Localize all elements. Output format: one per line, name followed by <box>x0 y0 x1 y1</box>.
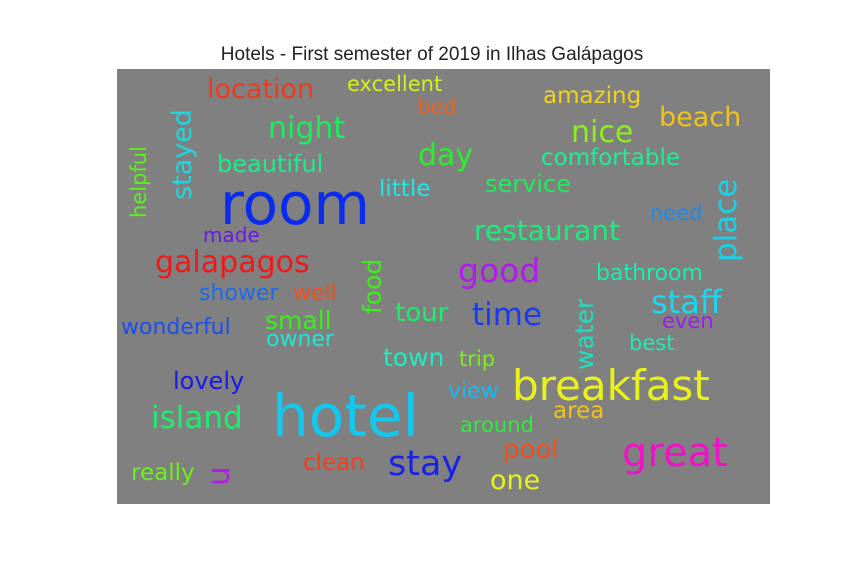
word-owner: owner <box>266 327 335 352</box>
word-hotel: hotel <box>272 382 419 450</box>
word-well: well <box>293 281 337 306</box>
word-made: made <box>203 223 260 247</box>
word-best: best <box>629 331 674 355</box>
word-small: small <box>265 306 332 335</box>
word-excellent: excellent <box>347 72 442 96</box>
word-area: area <box>553 398 604 424</box>
chart-title: Hotels - First semester of 2019 in Ilhas… <box>220 44 644 65</box>
word-u: u <box>201 466 237 486</box>
word-good: good <box>458 251 540 290</box>
word-one: one <box>490 465 540 496</box>
word-shower: shower <box>199 281 279 306</box>
word-water: water <box>570 298 599 370</box>
word-helpful: helpful <box>127 146 151 218</box>
word-trip: trip <box>459 347 495 371</box>
word-stay: stay <box>388 444 462 484</box>
word-service: service <box>485 170 571 198</box>
word-comfortable: comfortable <box>541 145 680 171</box>
word-location: location <box>207 74 314 105</box>
word-stayed: stayed <box>167 109 198 200</box>
word-bed: bed <box>417 95 457 119</box>
word-amazing: amazing <box>543 83 641 109</box>
word-great: great <box>622 430 728 476</box>
word-food: food <box>358 259 387 314</box>
word-room: room <box>220 170 370 238</box>
word-time: time <box>472 297 542 333</box>
word-tour: tour <box>395 298 449 328</box>
word-bathroom: bathroom <box>596 261 703 286</box>
word-night: night <box>268 111 345 146</box>
word-view: view <box>448 379 499 404</box>
word-even: even <box>662 309 714 333</box>
word-pool: pool <box>503 435 559 465</box>
word-restaurant: restaurant <box>474 214 620 247</box>
word-around: around <box>460 413 534 437</box>
word-town: town <box>383 343 444 372</box>
word-cloud-background <box>117 69 770 504</box>
word-really: really <box>131 460 195 486</box>
word-day: day <box>418 138 473 173</box>
word-nice: nice <box>571 115 633 150</box>
word-breakfast: breakfast <box>512 361 710 410</box>
word-lovely: lovely <box>173 367 244 395</box>
word-beautiful: beautiful <box>217 150 323 178</box>
word-need: need <box>650 201 702 225</box>
word-galapagos: galapagos <box>155 245 310 280</box>
word-island: island <box>151 400 243 436</box>
word-place: place <box>708 179 744 262</box>
word-staff: staff <box>651 283 723 321</box>
word-wonderful: wonderful <box>121 315 231 340</box>
words-layer: room hotel breakfast great stay galapagos good… <box>121 72 744 496</box>
word-clean: clean <box>303 450 365 476</box>
word-beach: beach <box>659 102 741 133</box>
word-little: little <box>379 176 430 202</box>
